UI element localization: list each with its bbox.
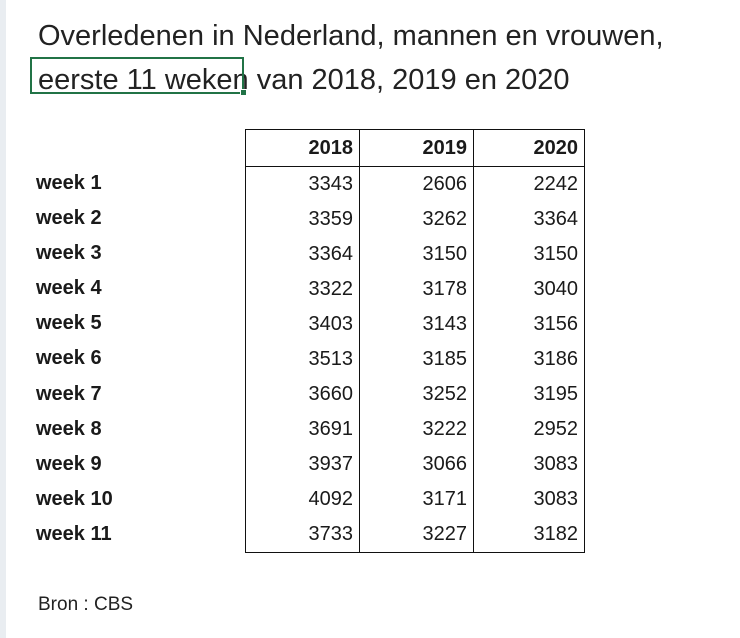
table-row: 3691 3222 2952 [245,412,585,447]
table-row: 3733 3227 3182 [245,517,585,553]
table-cell[interactable]: 3227 [359,517,474,553]
table-cell[interactable]: 3691 [245,412,360,447]
row-label: week 6 [36,347,102,370]
table-cell[interactable]: 3364 [245,237,360,272]
deaths-table: 2018 2019 2020 3343 2606 2242 3359 3262 3364 3… [245,129,585,553]
table-cell[interactable]: 3403 [245,307,360,342]
table-cell[interactable]: 3178 [359,272,474,307]
table-cell[interactable]: 3937 [245,447,360,482]
table-row: 3343 2606 2242 [245,166,585,202]
row-label: week 5 [36,312,102,335]
table-cell[interactable]: 2242 [473,166,585,202]
row-label: week 10 [36,487,113,510]
column-header-2019: 2019 [359,129,474,167]
title-line-2: eerste 11 weken van 2018, 2019 en 2020 [38,64,570,96]
table-cell[interactable]: 3322 [245,272,360,307]
window-edge [0,0,6,638]
table-cell[interactable]: 3156 [473,307,585,342]
table-row: 3660 3252 3195 [245,377,585,412]
table-cell[interactable]: 3343 [245,166,360,202]
row-label: week 11 [36,522,112,545]
table-cell[interactable]: 3733 [245,517,360,553]
row-label: week 9 [36,452,102,475]
table-row: 3322 3178 3040 [245,272,585,307]
row-label: week 7 [36,382,102,405]
table-cell[interactable]: 2952 [473,412,585,447]
cell-selection-box[interactable] [30,57,244,94]
column-header-2018: 2018 [245,129,360,167]
row-label: week 3 [36,242,102,265]
table-cell[interactable]: 3185 [359,342,474,377]
table-cell[interactable]: 3083 [473,482,585,517]
document-title: Overledenen in Nederland, mannen en vrou… [38,14,664,102]
table-cell[interactable]: 3364 [473,202,585,237]
table-cell[interactable]: 3513 [245,342,360,377]
row-label: week 4 [36,277,102,300]
source-note: Bron : CBS [38,594,134,615]
table-cell[interactable]: 3182 [473,517,585,553]
table-cell[interactable]: 3150 [473,237,585,272]
row-label: week 8 [36,417,102,440]
fill-handle[interactable] [240,89,247,96]
table-cell[interactable]: 3066 [359,447,474,482]
table-row: 3364 3150 3150 [245,237,585,272]
column-header-2020: 2020 [473,129,585,167]
table-cell[interactable]: 3150 [359,237,474,272]
table-cell[interactable]: 3186 [473,342,585,377]
table-cell[interactable]: 2606 [359,166,474,202]
table-row: 3513 3185 3186 [245,342,585,377]
table-cell[interactable]: 3359 [245,202,360,237]
table-cell[interactable]: 3222 [359,412,474,447]
table-cell[interactable]: 3252 [359,377,474,412]
title-line-1: Overledenen in Nederland, mannen en vrou… [38,20,664,52]
table-row: 3359 3262 3364 [245,202,585,237]
table-cell[interactable]: 3143 [359,307,474,342]
table-cell[interactable]: 3262 [359,202,474,237]
table-cell[interactable]: 3660 [245,377,360,412]
table-cell[interactable]: 3171 [359,482,474,517]
table-row: 3403 3143 3156 [245,307,585,342]
row-labels: week 1 week 2 week 3 week 4 week 5 week 6 week… [36,166,113,552]
table-cell[interactable]: 3195 [473,377,585,412]
table-body: 3343 2606 2242 3359 3262 3364 3364 3150 3150 3322… [245,166,585,553]
table-header-row: 2018 2019 2020 [245,129,585,167]
table-row: 3937 3066 3083 [245,447,585,482]
table-cell[interactable]: 4092 [245,482,360,517]
table-cell[interactable]: 3040 [473,272,585,307]
row-label: week 2 [36,207,102,230]
table-row: 4092 3171 3083 [245,482,585,517]
table-cell[interactable]: 3083 [473,447,585,482]
row-label: week 1 [36,172,102,194]
